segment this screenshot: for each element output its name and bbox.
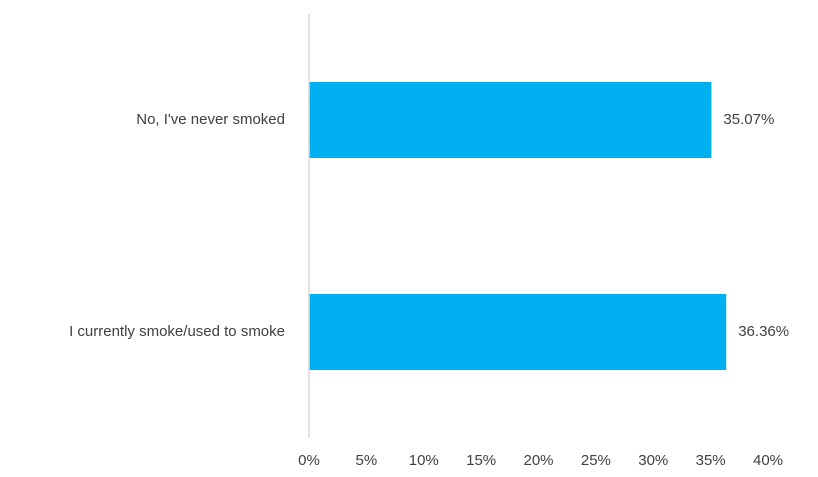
x-tick-label: 20%	[523, 452, 553, 469]
x-tick-label: 25%	[581, 452, 611, 469]
x-tick-label: 35%	[696, 452, 726, 469]
x-tick-label: 30%	[638, 452, 668, 469]
x-axis-ticks: 0% 5% 10% 15% 20% 25% 30% 35% 40%	[298, 452, 783, 469]
bar-0	[309, 82, 712, 158]
x-tick-label: 5%	[356, 452, 378, 469]
bars-layer	[309, 82, 727, 370]
x-tick-label: 0%	[298, 452, 320, 469]
x-tick-label: 40%	[753, 452, 783, 469]
category-label: I currently smoke/used to smoke	[69, 323, 285, 340]
bar-1	[309, 294, 727, 370]
data-label: 36.36%	[738, 323, 789, 340]
x-tick-label: 15%	[466, 452, 496, 469]
data-label: 35.07%	[723, 111, 774, 128]
x-tick-label: 10%	[409, 452, 439, 469]
category-label: No, I've never smoked	[136, 111, 285, 128]
labels-layer: No, I've never smoked 35.07% I currently s…	[69, 111, 789, 340]
